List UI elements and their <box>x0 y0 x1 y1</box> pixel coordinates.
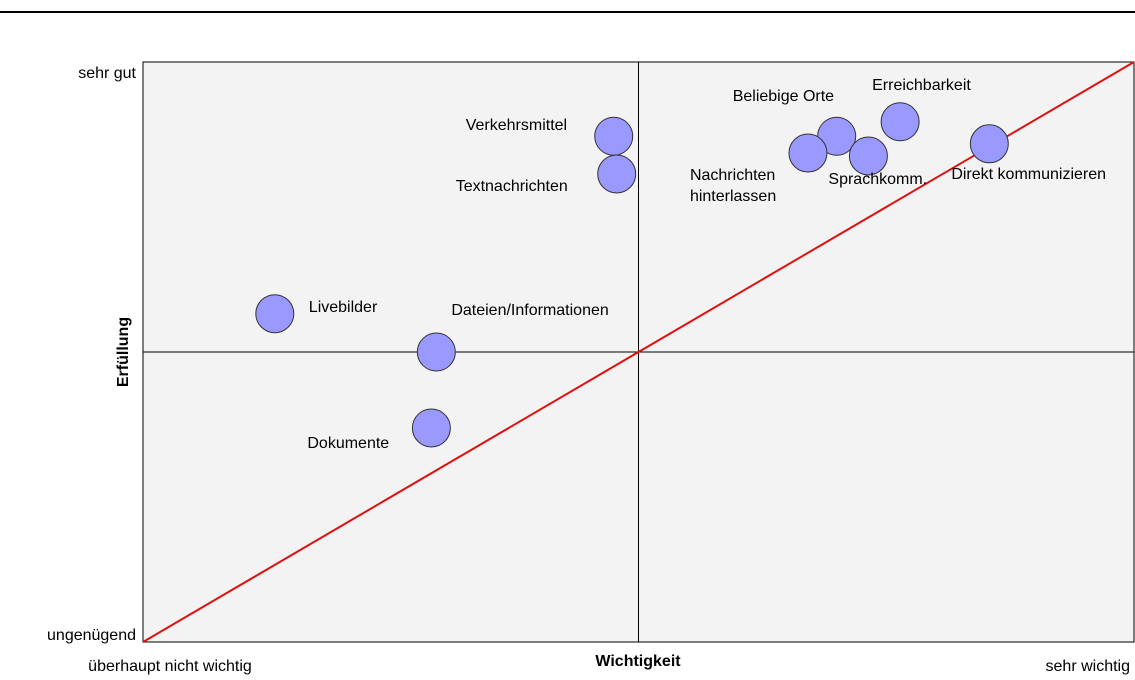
point-label: Nachrichten hinterlassen <box>689 167 777 206</box>
point-label: Dateien/Informationen <box>451 302 609 319</box>
point <box>416 332 456 372</box>
point-label: Textnachrichten <box>455 177 568 195</box>
point-label: Verkehrsmittel <box>465 117 568 135</box>
point-label: Dokumente <box>307 434 390 452</box>
diagonal <box>142 61 1135 643</box>
x-tick-label: überhaupt nicht wichtig <box>88 658 252 675</box>
point <box>848 136 888 176</box>
point-label: Sprachkomm. <box>828 170 928 188</box>
point-label: Direkt kommunizieren <box>951 165 1107 183</box>
point <box>597 154 637 194</box>
point-label: Beliebige Orte <box>732 88 835 106</box>
y-tick-label: sehr gut <box>78 65 136 82</box>
point <box>969 124 1009 164</box>
point-label: Livebilder <box>308 298 378 316</box>
point <box>594 116 634 156</box>
y-tick-label: ungenügend <box>47 627 136 644</box>
point <box>255 294 295 334</box>
point <box>880 102 920 142</box>
point <box>788 133 828 173</box>
point-label: Erreichbarkeit <box>872 76 971 94</box>
x-axis-title: Wichtigkeit <box>595 653 681 670</box>
y-axis-title: Erfüllung <box>115 317 132 387</box>
x-tick-label: sehr wichtig <box>1046 658 1130 675</box>
point <box>411 408 451 448</box>
